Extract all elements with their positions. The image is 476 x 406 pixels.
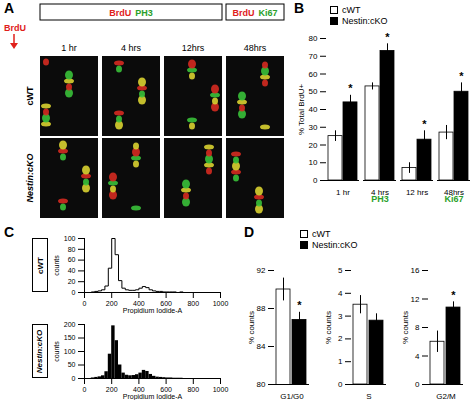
svg-text:counts: counts (53, 255, 60, 276)
svg-text:*: * (385, 31, 390, 43)
svg-text:% Total BrdU+: % Total BrdU+ (297, 84, 306, 136)
svg-text:*: * (422, 118, 427, 130)
svg-text:0: 0 (415, 380, 420, 389)
svg-text:800: 800 (187, 300, 199, 307)
svg-text:2: 2 (338, 334, 343, 343)
svg-text:12hrs: 12hrs (182, 43, 205, 53)
html-text:cWT: cWT (35, 256, 45, 274)
svg-text:G1/G0: G1/G0 (280, 392, 304, 400)
html-text:D: D (244, 224, 255, 240)
svg-text:1000: 1000 (213, 386, 229, 393)
html-text:cWT: cWT (342, 4, 361, 15)
svg-text:40: 40 (68, 267, 76, 274)
svg-text:48hrs: 48hrs (244, 43, 267, 53)
svg-text:counts: counts (53, 341, 60, 362)
svg-text:0: 0 (338, 380, 343, 389)
svg-text:100: 100 (64, 235, 76, 242)
svg-text:50: 50 (68, 361, 76, 368)
svg-text:1000: 1000 (213, 300, 229, 307)
svg-text:600: 600 (160, 386, 172, 394)
svg-text:92: 92 (257, 266, 266, 275)
svg-text:10: 10 (309, 158, 318, 167)
svg-text:400: 400 (133, 386, 145, 394)
svg-text:1 hr: 1 hr (336, 188, 350, 197)
html-text:cWT: cWT (312, 228, 331, 239)
svg-text:1 hr: 1 hr (61, 43, 77, 53)
svg-text:BrdUPH3: BrdUPH3 (109, 8, 153, 18)
svg-text:60: 60 (68, 256, 76, 263)
svg-text:cWT: cWT (25, 86, 35, 106)
html-text:Nestin:cKO: Nestin:cKO (342, 15, 388, 26)
svg-text:800: 800 (187, 386, 199, 393)
svg-text:BrdU: BrdU (4, 23, 26, 33)
html-text:Nestin:cKO: Nestin:cKO (312, 239, 358, 250)
svg-text:1: 1 (338, 357, 343, 366)
svg-text:G2/M: G2/M (436, 392, 456, 400)
svg-text:200: 200 (106, 386, 118, 393)
svg-text:400: 400 (133, 300, 145, 308)
svg-text:S: S (366, 392, 371, 400)
svg-text:200: 200 (64, 321, 76, 328)
svg-text:80: 80 (309, 34, 318, 43)
svg-text:0: 0 (72, 375, 76, 382)
svg-text:200: 200 (106, 300, 118, 307)
svg-text:5: 5 (338, 266, 343, 275)
svg-text:20: 20 (309, 141, 318, 150)
html-text:B: B (294, 0, 305, 16)
svg-text:BrdUKi67: BrdUKi67 (232, 8, 277, 18)
html-text:C: C (4, 224, 15, 240)
svg-text:% counts: % counts (401, 311, 410, 344)
svg-text:600: 600 (160, 300, 172, 308)
svg-text:0: 0 (72, 289, 76, 296)
svg-text:3: 3 (338, 312, 343, 321)
svg-text:Propidium Iodide-A: Propidium Iodide-A (123, 393, 183, 401)
svg-text:16: 16 (411, 266, 420, 275)
svg-text:0: 0 (83, 300, 87, 307)
svg-text:4: 4 (338, 289, 343, 298)
svg-text:84: 84 (257, 342, 266, 351)
svg-text:*: * (459, 70, 464, 82)
svg-text:PH3: PH3 (371, 194, 389, 204)
svg-text:150: 150 (64, 334, 76, 341)
html-text:Nestin:cKO: Nestin:cKO (35, 329, 45, 373)
svg-text:*: * (348, 82, 353, 94)
svg-text:Propidium Iodide-A: Propidium Iodide-A (123, 307, 183, 315)
svg-text:*: * (451, 289, 456, 301)
svg-text:40: 40 (309, 105, 318, 114)
html-text:A: A (4, 0, 15, 16)
svg-text:*: * (297, 299, 302, 311)
svg-text:8: 8 (415, 323, 420, 332)
svg-text:20: 20 (68, 278, 76, 285)
svg-text:60: 60 (309, 70, 318, 79)
svg-text:Nestin:cKO: Nestin:cKO (25, 153, 35, 202)
svg-text:100: 100 (64, 348, 76, 355)
svg-text:4 hrs: 4 hrs (121, 43, 142, 53)
svg-text:70: 70 (309, 52, 318, 61)
svg-text:88: 88 (257, 304, 266, 313)
svg-text:12 hrs: 12 hrs (406, 188, 428, 197)
svg-text:50: 50 (309, 87, 318, 96)
svg-text:0: 0 (313, 176, 318, 185)
svg-text:12: 12 (411, 295, 420, 304)
svg-text:% counts: % counts (324, 311, 333, 344)
svg-text:Ki67: Ki67 (444, 194, 463, 204)
svg-text:80: 80 (257, 380, 266, 389)
svg-text:30: 30 (309, 123, 318, 132)
svg-text:4: 4 (415, 352, 420, 361)
svg-text:% counts: % counts (247, 311, 256, 344)
svg-text:80: 80 (68, 246, 76, 253)
svg-text:0: 0 (83, 386, 87, 393)
